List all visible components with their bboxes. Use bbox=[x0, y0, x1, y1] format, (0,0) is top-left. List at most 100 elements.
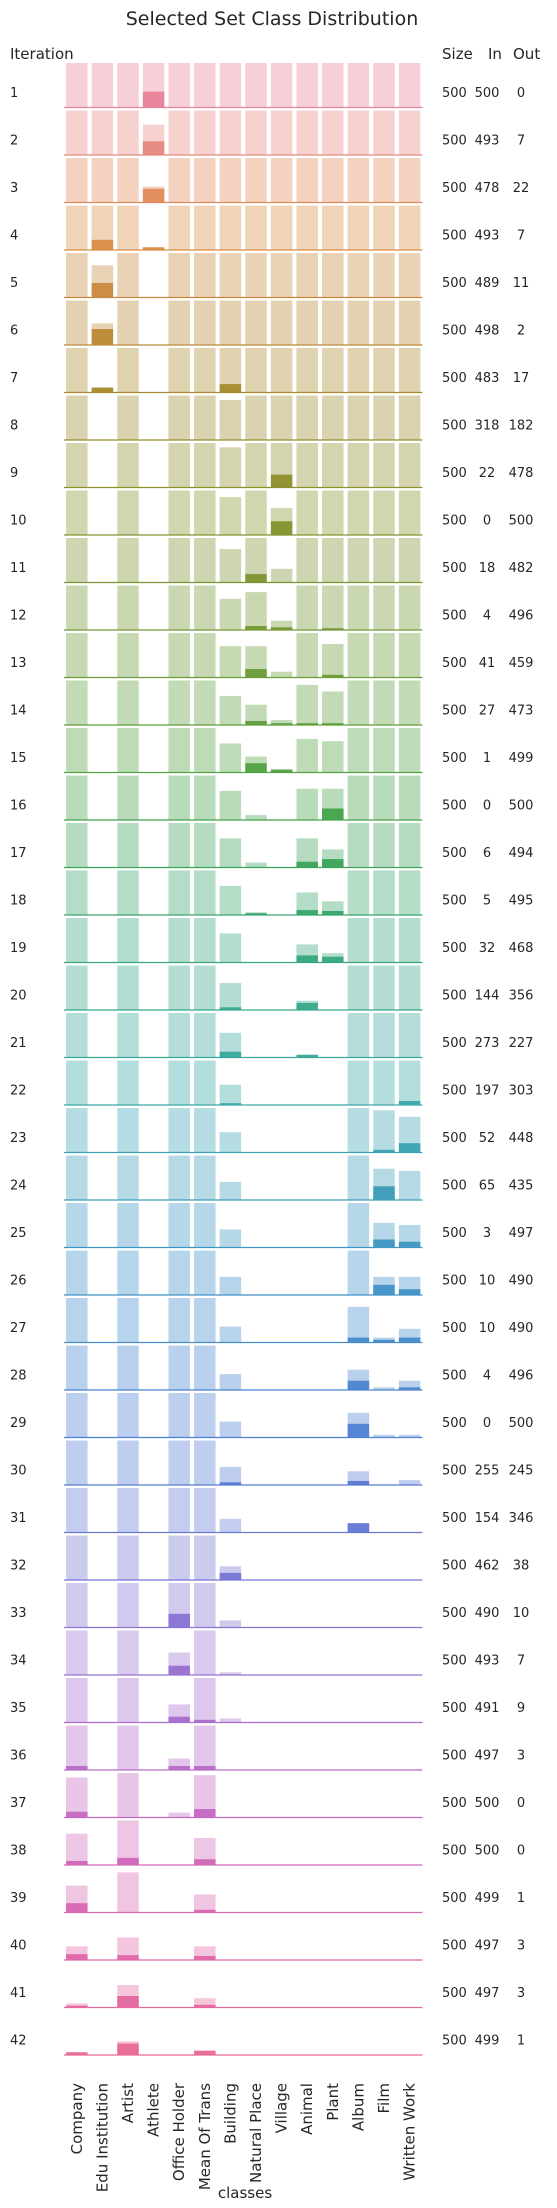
total-bar bbox=[66, 538, 88, 582]
total-bar bbox=[219, 1518, 242, 1532]
total-bar bbox=[219, 110, 242, 155]
total-bar bbox=[219, 1718, 242, 1722]
selected-bar bbox=[168, 1716, 190, 1722]
total-bar bbox=[168, 63, 190, 107]
iteration-label: 20 bbox=[10, 989, 27, 1004]
iteration-label: 13 bbox=[10, 656, 27, 671]
iteration-label: 25 bbox=[10, 1226, 27, 1241]
iteration-row: 26 500 10 490 bbox=[10, 1250, 533, 1296]
total-bar bbox=[194, 823, 216, 867]
total-bar bbox=[66, 918, 88, 962]
out-value: 496 bbox=[509, 609, 534, 624]
total-bar bbox=[117, 1630, 139, 1675]
x-tick-label: Plant bbox=[324, 2083, 342, 2121]
total-bar bbox=[194, 1630, 216, 1675]
iteration-row: 21 500 273 227 bbox=[10, 1013, 533, 1059]
out-value: 17 bbox=[513, 371, 530, 386]
total-bar bbox=[117, 823, 139, 867]
total-bar bbox=[194, 633, 216, 677]
total-bar bbox=[219, 790, 242, 820]
total-bar bbox=[373, 1434, 395, 1437]
selected-bar bbox=[66, 2052, 88, 2055]
size-value: 500 bbox=[442, 1131, 467, 1146]
iteration-row: 38 500 500 0 bbox=[10, 1820, 525, 1866]
selected-bar bbox=[66, 1860, 88, 1865]
total-bar bbox=[296, 838, 318, 867]
total-bar bbox=[296, 585, 318, 630]
total-bar bbox=[117, 1488, 139, 1532]
in-value: 498 bbox=[475, 324, 500, 339]
in-value: 4 bbox=[483, 609, 491, 624]
x-axis-label: classes bbox=[218, 2184, 272, 2202]
total-bar bbox=[66, 1203, 88, 1247]
selected-bar bbox=[398, 1337, 421, 1342]
total-bar bbox=[219, 1181, 242, 1200]
iteration-label: 32 bbox=[10, 1559, 27, 1574]
in-value: 500 bbox=[475, 86, 500, 101]
total-bar bbox=[194, 1345, 216, 1390]
out-value: 459 bbox=[509, 656, 534, 671]
in-value: 144 bbox=[475, 989, 500, 1004]
total-bar bbox=[296, 684, 318, 725]
total-bar bbox=[219, 646, 242, 677]
size-value: 500 bbox=[442, 656, 467, 671]
iteration-row: 6 500 498 2 bbox=[10, 300, 525, 346]
total-bar bbox=[270, 620, 293, 630]
total-bar bbox=[296, 205, 318, 250]
total-bar bbox=[194, 1998, 216, 2007]
selected-bar bbox=[270, 521, 293, 535]
total-bar bbox=[194, 1725, 216, 1770]
total-bar bbox=[117, 728, 139, 772]
size-value: 500 bbox=[442, 846, 467, 861]
total-bar bbox=[347, 965, 370, 1010]
total-bar bbox=[347, 158, 370, 202]
in-value: 154 bbox=[475, 1511, 500, 1526]
selected-bar bbox=[270, 723, 293, 725]
total-bar bbox=[168, 205, 190, 250]
in-value: 0 bbox=[483, 799, 491, 814]
out-value: 356 bbox=[509, 989, 534, 1004]
total-bar bbox=[219, 253, 242, 297]
selected-bar bbox=[194, 2050, 216, 2055]
total-bar bbox=[245, 205, 267, 250]
total-bar bbox=[168, 965, 190, 1010]
iteration-row: 34 500 493 7 bbox=[10, 1630, 525, 1676]
out-value: 448 bbox=[509, 1131, 534, 1146]
size-value: 500 bbox=[442, 419, 467, 434]
total-bar bbox=[66, 1725, 88, 1770]
out-value: 0 bbox=[517, 1844, 525, 1859]
total-bar bbox=[117, 443, 139, 487]
in-value: 273 bbox=[475, 1036, 500, 1051]
selected-bar bbox=[91, 329, 114, 345]
size-value: 500 bbox=[442, 1844, 467, 1859]
iteration-row: 19 500 32 468 bbox=[10, 918, 533, 964]
out-value: 10 bbox=[513, 1606, 530, 1621]
iteration-label: 38 bbox=[10, 1844, 27, 1859]
total-bar bbox=[347, 205, 370, 250]
total-bar bbox=[398, 870, 421, 915]
total-bar bbox=[168, 1250, 190, 1295]
iteration-label: 12 bbox=[10, 609, 27, 624]
selected-bar bbox=[219, 1007, 242, 1010]
total-bar bbox=[398, 253, 421, 297]
x-tick-label: Company bbox=[68, 2083, 86, 2154]
selected-bar bbox=[219, 1572, 242, 1580]
total-bar bbox=[194, 63, 216, 107]
total-bar bbox=[347, 775, 370, 820]
iteration-label: 22 bbox=[10, 1084, 27, 1099]
in-header: In bbox=[488, 45, 502, 63]
total-bar bbox=[373, 538, 395, 582]
total-bar bbox=[322, 63, 344, 107]
selected-bar bbox=[168, 1765, 190, 1770]
selected-bar bbox=[219, 1103, 242, 1105]
total-bar bbox=[398, 1225, 421, 1247]
in-value: 0 bbox=[483, 514, 491, 529]
size-value: 500 bbox=[442, 561, 467, 576]
total-bar bbox=[398, 585, 421, 630]
total-bar bbox=[322, 644, 344, 677]
total-bar bbox=[398, 158, 421, 202]
selected-bar bbox=[194, 1909, 216, 1912]
in-value: 497 bbox=[475, 1749, 500, 1764]
iteration-label: 39 bbox=[10, 1891, 27, 1906]
total-bar bbox=[373, 823, 395, 867]
